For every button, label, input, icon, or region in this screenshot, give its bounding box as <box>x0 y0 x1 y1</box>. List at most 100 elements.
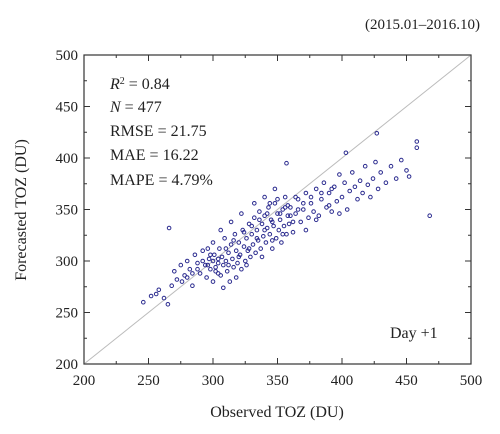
data-point <box>295 207 301 212</box>
x-tick-label: 400 <box>331 373 354 389</box>
data-point <box>252 215 257 220</box>
stat-mape: MAPE = 4.79% <box>110 172 213 189</box>
data-point <box>337 172 342 177</box>
data-point <box>208 266 213 272</box>
data-point <box>406 174 412 179</box>
data-point <box>326 203 332 208</box>
data-point <box>230 256 235 262</box>
data-point <box>378 170 384 175</box>
y-tick-label: 450 <box>56 100 79 116</box>
data-point <box>210 240 216 245</box>
data-point <box>236 254 242 260</box>
data-point <box>365 182 371 188</box>
stat-rmse: RMSE = 21.75 <box>110 123 207 140</box>
data-point <box>254 227 260 233</box>
data-point <box>293 211 298 216</box>
data-point <box>276 227 282 233</box>
data-point <box>228 242 234 247</box>
y-tick-label: 300 <box>56 254 79 270</box>
data-point <box>362 163 368 169</box>
data-point <box>319 196 324 202</box>
data-point <box>347 188 353 194</box>
data-point <box>223 258 229 264</box>
data-point <box>267 231 273 237</box>
data-point <box>231 264 236 270</box>
x-tick-label: 350 <box>266 373 289 389</box>
data-point <box>343 150 349 156</box>
data-point <box>233 248 239 253</box>
data-point <box>215 256 221 262</box>
data-point <box>388 163 394 169</box>
data-point <box>153 291 159 297</box>
data-point <box>148 293 154 299</box>
data-point <box>352 184 358 190</box>
data-point <box>393 176 399 181</box>
data-point <box>339 194 345 200</box>
data-point <box>414 139 420 144</box>
data-point <box>166 225 172 231</box>
data-point <box>156 287 162 293</box>
data-point <box>337 211 342 216</box>
data-point <box>236 240 242 245</box>
data-point <box>222 236 227 241</box>
data-point <box>350 170 355 175</box>
data-point <box>290 229 296 235</box>
data-point <box>326 190 332 196</box>
data-point <box>263 240 269 245</box>
data-point <box>195 266 200 272</box>
x-tick-label: 450 <box>395 373 418 389</box>
data-point <box>239 211 244 216</box>
data-point <box>224 269 230 274</box>
data-point <box>219 254 225 260</box>
data-point <box>373 159 378 165</box>
data-point <box>293 194 298 200</box>
data-point <box>360 190 365 196</box>
stat-n-value: = 477 <box>121 99 162 116</box>
x-tick-label: 500 <box>460 373 483 389</box>
data-point <box>298 219 304 225</box>
y-tick-label: 500 <box>56 48 79 64</box>
data-point <box>427 213 433 218</box>
data-point <box>241 244 247 249</box>
data-point <box>368 194 373 200</box>
data-points <box>141 131 433 307</box>
data-point <box>375 186 381 192</box>
data-point <box>319 190 324 196</box>
data-point <box>399 157 404 163</box>
data-point <box>252 201 257 206</box>
data-point <box>165 302 171 307</box>
data-point <box>210 279 216 284</box>
data-point <box>179 279 185 284</box>
data-point <box>259 254 265 260</box>
stat-r2-value: = 0.84 <box>125 76 170 93</box>
data-point <box>258 246 264 251</box>
data-point <box>284 231 289 237</box>
data-point <box>272 186 278 192</box>
stat-mae: MAE = 16.22 <box>110 147 199 164</box>
data-point <box>178 262 184 268</box>
data-point <box>303 227 309 233</box>
period-label: (2015.01–2016.10) <box>365 17 480 33</box>
data-point <box>257 209 262 214</box>
day-annotation: Day +1 <box>390 325 438 342</box>
data-point <box>370 176 376 181</box>
data-point <box>235 260 240 266</box>
x-tick-label: 300 <box>202 373 225 389</box>
data-point <box>205 262 211 268</box>
data-point <box>226 250 231 256</box>
data-point <box>262 227 267 233</box>
data-point <box>184 258 190 264</box>
data-point <box>249 231 254 237</box>
data-point <box>344 207 350 212</box>
data-point <box>190 283 195 289</box>
data-point <box>248 254 253 260</box>
data-point <box>285 203 291 208</box>
data-point <box>334 199 340 204</box>
data-point <box>282 194 288 200</box>
data-point <box>272 201 278 206</box>
data-point <box>217 246 222 251</box>
data-point <box>243 258 248 264</box>
data-point <box>241 229 247 235</box>
y-tick-label: 250 <box>56 306 79 322</box>
